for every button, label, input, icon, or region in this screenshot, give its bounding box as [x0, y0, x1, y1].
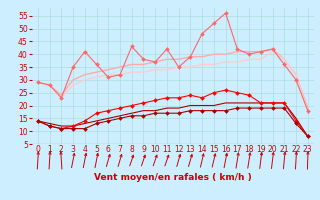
Text: Vent moyen/en rafales ( km/h ): Vent moyen/en rafales ( km/h ): [94, 173, 252, 182]
